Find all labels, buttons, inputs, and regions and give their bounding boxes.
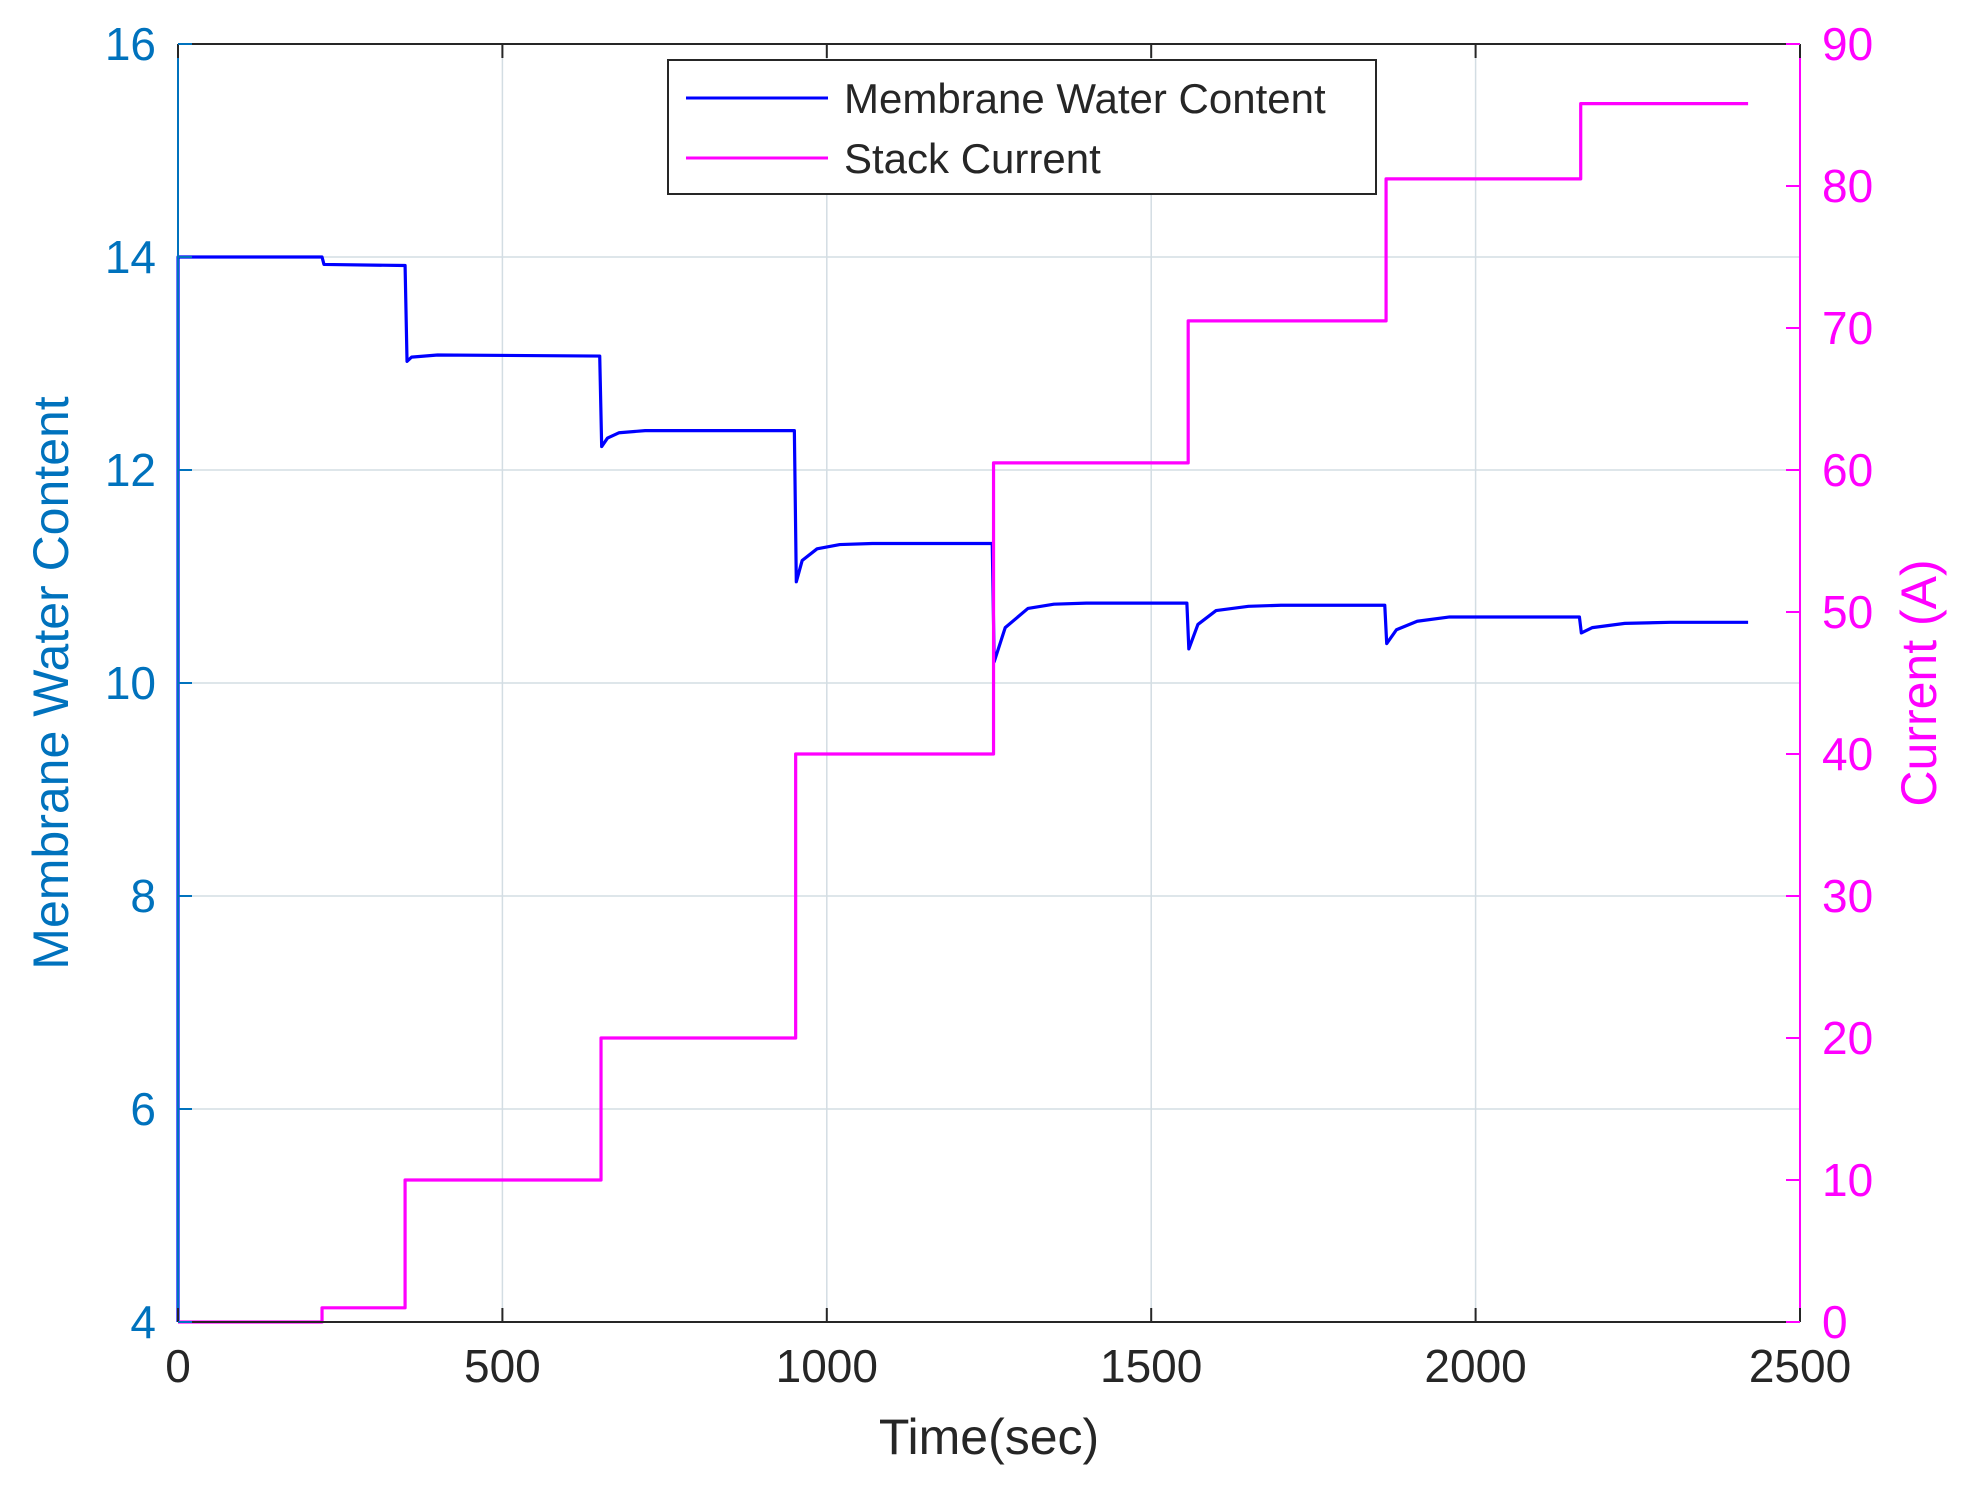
- legend: Membrane Water Content Stack Current: [667, 59, 1377, 195]
- x-tick-label: 2000: [1424, 1340, 1526, 1392]
- y-right-axis-title: Current (A): [1891, 559, 1947, 806]
- legend-label-membrane-water-content: Membrane Water Content: [844, 75, 1326, 122]
- y-left-tick-label: 16: [105, 18, 156, 70]
- y-right-tick-label: 70: [1822, 302, 1873, 354]
- y-right-tick-label: 40: [1822, 728, 1873, 780]
- y-right-tick-label: 30: [1822, 870, 1873, 922]
- series-layer: [176, 102, 1749, 1324]
- y-left-axis-title: Membrane Water Content: [23, 396, 79, 969]
- x-tick-label: 500: [464, 1340, 541, 1392]
- series-line-stack-current: [178, 102, 1749, 1324]
- y-left-tick-label: 14: [105, 231, 156, 283]
- y-right-tick-label: 0: [1822, 1296, 1848, 1348]
- y-left-tick-label: 4: [130, 1296, 156, 1348]
- y-right-tick-label: 10: [1822, 1154, 1873, 1206]
- x-axis-title: Time(sec): [879, 1409, 1099, 1465]
- y-right-tick-label: 90: [1822, 18, 1873, 70]
- y-left-tick-label: 12: [105, 444, 156, 496]
- x-tick-label: 1000: [776, 1340, 878, 1392]
- legend-label-stack-current: Stack Current: [844, 135, 1101, 182]
- y-left-tick-label: 10: [105, 657, 156, 709]
- y-right-tick-label: 20: [1822, 1012, 1873, 1064]
- x-tick-label: 0: [165, 1340, 191, 1392]
- tick-labels: 0 500 1000 1500 2000 2500 4 6 8 10 12 14 16 0 10 20 30 40…: [105, 18, 1873, 1392]
- y-left-tick-label: 8: [130, 870, 156, 922]
- y-right-tick-label: 60: [1822, 444, 1873, 496]
- legend-box: [667, 59, 1377, 195]
- x-tick-label: 1500: [1100, 1340, 1202, 1392]
- axes: [177, 43, 1801, 1323]
- y-right-tick-label: 80: [1822, 160, 1873, 212]
- series-line-membrane-water-content: [176, 255, 1749, 1323]
- x-tick-label: 2500: [1749, 1340, 1851, 1392]
- y-right-tick-label: 50: [1822, 586, 1873, 638]
- grid-lines: [178, 44, 1800, 1322]
- y-left-tick-label: 6: [130, 1083, 156, 1135]
